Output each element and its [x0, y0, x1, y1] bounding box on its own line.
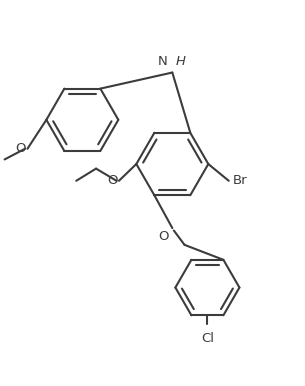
Text: H: H: [175, 55, 185, 68]
Text: Cl: Cl: [201, 332, 214, 345]
Text: O: O: [158, 230, 169, 242]
Text: O: O: [16, 142, 26, 155]
Text: O: O: [107, 174, 118, 187]
Text: N: N: [158, 55, 168, 68]
Text: Br: Br: [232, 174, 247, 187]
